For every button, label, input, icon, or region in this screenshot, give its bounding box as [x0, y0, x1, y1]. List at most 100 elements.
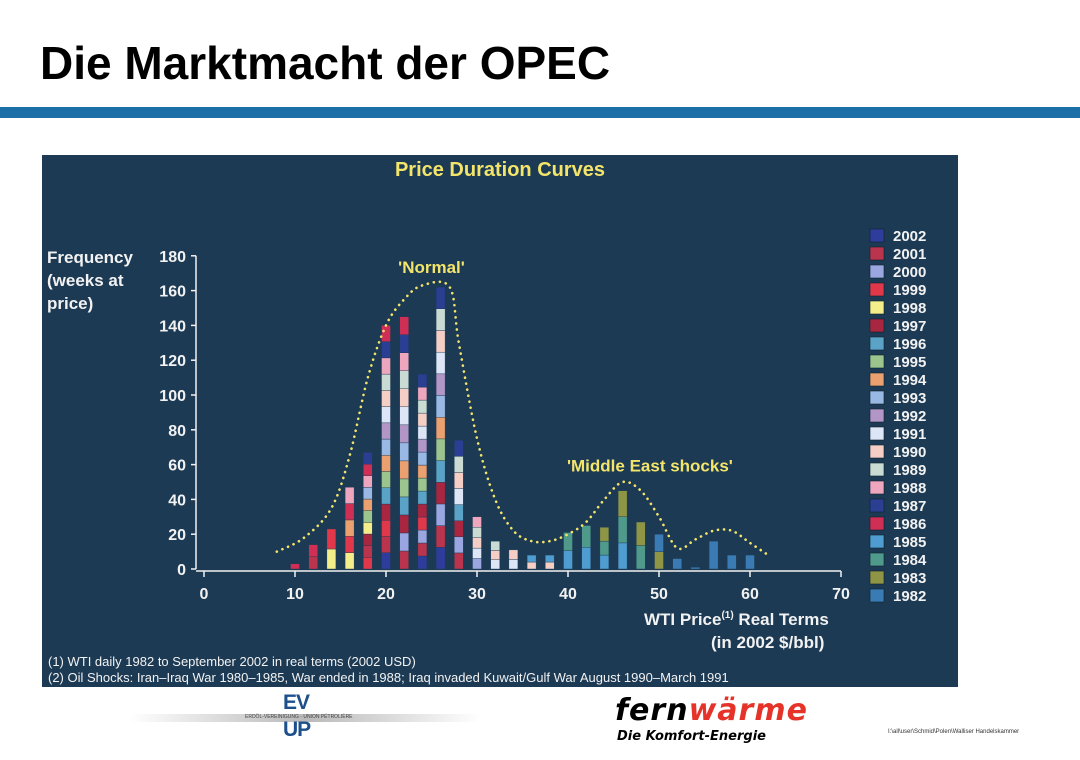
bar-segment — [581, 547, 591, 570]
legend-label: 1992 — [893, 408, 926, 425]
bar-segment — [417, 386, 428, 401]
legend-label: 1990 — [893, 444, 926, 461]
y-axis-label-line2: (weeks at — [47, 271, 124, 290]
bar-segment — [326, 548, 337, 570]
x-tick-label: 70 — [832, 586, 850, 603]
bar-column — [326, 528, 337, 570]
bar-segment — [435, 330, 446, 353]
bar-segment — [344, 519, 355, 537]
x-axis-label-line1: WTI Price(1) Real Terms — [644, 610, 829, 629]
bar-segment — [363, 545, 373, 558]
bar-column — [490, 540, 500, 570]
fernwaerme-word-part1: fern — [615, 693, 689, 728]
bar-segment — [617, 542, 628, 570]
bar-segment — [381, 438, 391, 456]
legend-swatch — [869, 552, 885, 567]
legend-swatch — [869, 408, 885, 423]
legend-swatch — [869, 282, 885, 297]
x-axis-label-line2: (in 2002 $/bbl) — [711, 633, 824, 652]
bar-segment — [563, 532, 573, 551]
title-bar — [0, 107, 1080, 118]
bar-segment — [381, 390, 391, 407]
bar-segment — [417, 464, 428, 479]
legend-swatch — [869, 480, 885, 495]
y-tick-label: 20 — [168, 527, 186, 544]
x-tick-label: 40 — [559, 586, 577, 603]
y-tick-label: 180 — [159, 249, 186, 266]
fernwaerme-word-part2: wärme — [688, 693, 808, 728]
legend-swatch — [869, 426, 885, 441]
legend-label: 2001 — [893, 246, 926, 263]
bar-segment — [435, 438, 446, 461]
bar-segment — [381, 471, 391, 488]
legend-swatch — [869, 246, 885, 261]
legend-swatch — [869, 390, 885, 405]
legend-label: 1995 — [893, 354, 926, 371]
bar-segment — [344, 503, 355, 521]
bar-segment — [381, 373, 391, 391]
legend-label: 1994 — [893, 372, 927, 389]
fernwaerme-wordmark: fernwärme — [615, 693, 808, 728]
bar-segment — [417, 477, 428, 492]
bar-segment — [454, 472, 464, 489]
bar-segment — [581, 525, 591, 548]
legend-swatch — [869, 300, 885, 315]
bar-segment — [435, 286, 446, 310]
bar-segment — [599, 527, 610, 542]
bar-segment — [490, 550, 500, 560]
bar-segment — [435, 547, 446, 570]
bar-segment — [435, 417, 446, 440]
bar-column — [654, 534, 664, 570]
bar-segment — [381, 422, 391, 440]
legend-label: 1985 — [893, 534, 926, 551]
bar-segment — [727, 554, 737, 570]
bar-segment — [708, 540, 719, 570]
y-tick-label: 40 — [168, 492, 186, 509]
bar-segment — [435, 373, 446, 396]
bar-segment — [472, 547, 482, 559]
fernwaerme-tagline: Die Komfort-Energie — [617, 729, 766, 744]
legend-swatch — [869, 336, 885, 351]
bar-segment — [472, 516, 482, 528]
bar-segment — [417, 438, 428, 453]
bar-segment — [617, 490, 628, 518]
bar-segment — [435, 395, 446, 418]
bar-segment — [526, 561, 537, 570]
evup-logo: EV ERDÖL-VEREINIGUNG · UNION PÉTROLIÈRE … — [245, 691, 355, 743]
x-tick-label: 50 — [650, 586, 668, 603]
bar-segment — [745, 554, 755, 570]
annotation-label: 'Middle East shocks' — [567, 457, 733, 476]
legend-label: 2002 — [893, 228, 926, 245]
bar-segment — [399, 442, 409, 462]
legend-label: 2000 — [893, 264, 926, 281]
bar-column — [363, 452, 373, 570]
bar-segment — [417, 490, 428, 505]
bar-segment — [417, 451, 428, 466]
y-tick-label: 120 — [159, 353, 186, 370]
x-tick-label: 20 — [377, 586, 395, 603]
bar-segment — [381, 357, 391, 375]
bar-segment — [435, 351, 446, 375]
legend-label: 1998 — [893, 300, 926, 317]
bar-segment — [363, 475, 373, 488]
annotation-label: 'Normal' — [398, 258, 465, 277]
bar-segment — [490, 559, 500, 570]
y-tick-label: 60 — [168, 458, 186, 475]
bar-segment — [654, 534, 664, 552]
bar-segment — [399, 352, 409, 371]
bar-segment — [545, 554, 555, 563]
legend-swatch — [869, 588, 885, 603]
bar-segment — [435, 503, 446, 526]
footnote-1: (1) WTI daily 1982 to September 2002 in … — [48, 654, 416, 669]
bar-segment — [363, 452, 373, 465]
y-tick-label: 140 — [159, 318, 186, 335]
chart-panel: Price Duration Curves Frequency (weeks a… — [42, 155, 958, 687]
bar-segment — [344, 536, 355, 553]
legend-label: 1989 — [893, 462, 926, 479]
bar-segment — [417, 529, 428, 544]
y-axis-label-line1: Frequency — [47, 248, 134, 267]
evup-logo-subtitle: ERDÖL-VEREINIGUNG · UNION PÉTROLIÈRE — [245, 714, 353, 720]
bar-segment — [399, 496, 409, 516]
y-axis-label-line3: price) — [47, 294, 93, 313]
y-tick-label: 160 — [159, 284, 186, 301]
